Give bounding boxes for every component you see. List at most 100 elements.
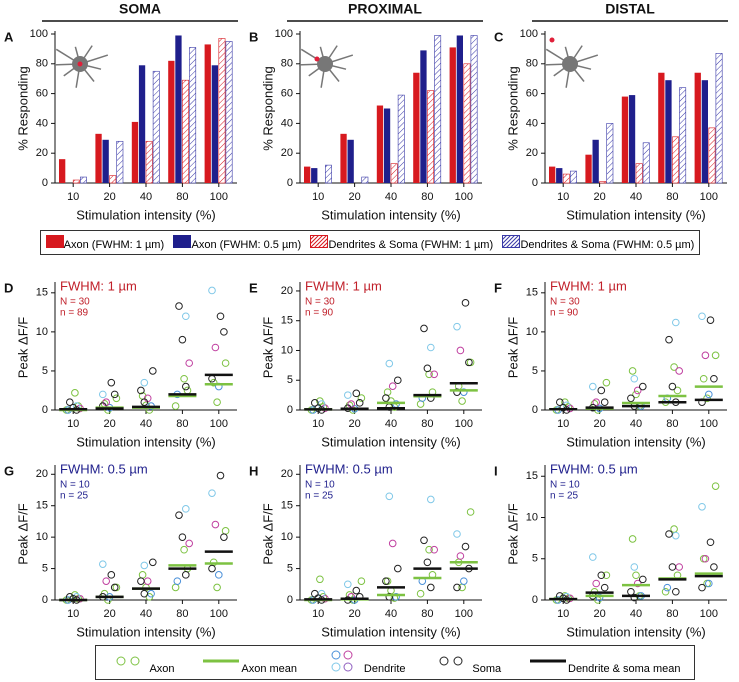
swatch-point — [343, 662, 353, 672]
bar — [556, 168, 563, 183]
y-tick-label: 40 — [36, 117, 48, 129]
bar — [420, 50, 427, 183]
point — [102, 577, 110, 585]
legend-label: Dendrite & soma mean — [568, 663, 681, 675]
panel-label: A — [4, 29, 14, 44]
x-axis-label: Stimulation intensity (%) — [321, 624, 460, 639]
point — [221, 527, 230, 535]
x-axis-label: Stimulation intensity (%) — [566, 624, 705, 639]
point — [589, 382, 597, 391]
x-axis-label: Stimulation intensity (%) — [566, 207, 705, 222]
point — [630, 593, 639, 602]
bar — [701, 80, 708, 183]
y-tick-label: 40 — [281, 117, 293, 129]
point — [420, 324, 428, 333]
stim-spot — [77, 61, 83, 67]
x-tick-label: 100 — [455, 191, 473, 203]
soma-icon — [317, 56, 333, 72]
x-tick-label: 40 — [630, 418, 642, 430]
bar — [182, 79, 189, 184]
y-tick-label: 10 — [281, 344, 293, 356]
bar — [79, 176, 87, 184]
annotation: N = 10 — [60, 480, 90, 491]
x-tick-label: 40 — [140, 418, 152, 430]
x-tick-label: 80 — [421, 191, 433, 203]
point — [185, 539, 193, 548]
point — [352, 389, 361, 398]
point — [706, 316, 715, 324]
point — [180, 545, 188, 554]
point — [430, 370, 439, 379]
y-tick-label: 10 — [281, 531, 293, 543]
y-tick-label: 10 — [36, 326, 48, 338]
x-tick-label: 10 — [67, 191, 79, 203]
y-tick-label: 15 — [526, 287, 538, 299]
legend-item: Soma — [432, 650, 501, 675]
bar — [175, 35, 182, 183]
swatch — [45, 234, 64, 248]
point — [597, 571, 606, 580]
point — [221, 359, 230, 367]
y-tick-label: 100 — [30, 28, 48, 40]
legend-label: Soma — [472, 663, 502, 675]
legend-label: Axon (FWHM: 0.5 µm) — [191, 238, 302, 251]
bar — [361, 176, 369, 184]
point — [706, 538, 715, 547]
y-tick-label: 0 — [42, 594, 48, 606]
x-tick-label: 20 — [593, 191, 605, 203]
annotation: N = 10 — [550, 480, 580, 491]
point — [173, 577, 182, 585]
point — [420, 536, 428, 545]
panel-label: E — [249, 280, 258, 295]
bar — [109, 175, 117, 184]
x-axis-label: Stimulation intensity (%) — [566, 434, 705, 449]
point — [208, 564, 216, 573]
point — [711, 351, 720, 360]
x-tick-label: 80 — [666, 418, 678, 430]
y-tick-label: 5 — [287, 562, 293, 574]
point — [211, 520, 220, 529]
y-tick-label: 5 — [532, 365, 538, 377]
point — [182, 505, 190, 513]
point — [701, 554, 710, 563]
point — [461, 542, 470, 551]
point — [665, 530, 673, 538]
neuron-icon — [53, 45, 109, 88]
point — [632, 390, 640, 399]
point — [220, 533, 228, 541]
x-tick-label: 40 — [140, 191, 152, 203]
swatch-point — [331, 650, 341, 660]
legend-item: Dendrite & soma mean — [528, 650, 681, 675]
x-tick-label: 10 — [67, 608, 79, 620]
y-tick-label: 15 — [36, 500, 48, 512]
point — [559, 403, 568, 412]
bar — [225, 41, 233, 184]
legend-item: Dendrites & Soma (FWHM: 1 µm) — [298, 234, 493, 251]
bar — [59, 159, 66, 183]
point — [630, 374, 639, 383]
swatch — [173, 234, 192, 248]
bar — [102, 139, 109, 183]
bar — [427, 90, 434, 184]
x-tick-label: 10 — [557, 191, 569, 203]
bar — [204, 44, 211, 184]
swatch-point — [116, 656, 126, 666]
annotation: n = 25 — [550, 491, 579, 502]
y-tick-label: 5 — [287, 374, 293, 386]
point — [703, 394, 711, 403]
y-tick-label: 5 — [42, 365, 48, 377]
bar — [606, 123, 614, 184]
annotation: FWHM: 0.5 µm — [550, 461, 638, 476]
bar — [628, 95, 636, 183]
bar — [599, 181, 607, 184]
legend: Axon Axon mean Dendrite Soma Dendrite & soma… — [95, 645, 695, 680]
y-tick-label: 0 — [42, 404, 48, 416]
point — [661, 587, 670, 596]
y-tick-label: 20 — [281, 285, 293, 297]
x-tick-label: 10 — [312, 191, 324, 203]
point — [394, 376, 402, 385]
bar — [168, 60, 175, 183]
point — [698, 583, 706, 592]
swatch-point — [453, 656, 463, 666]
x-tick-label: 100 — [210, 608, 228, 620]
